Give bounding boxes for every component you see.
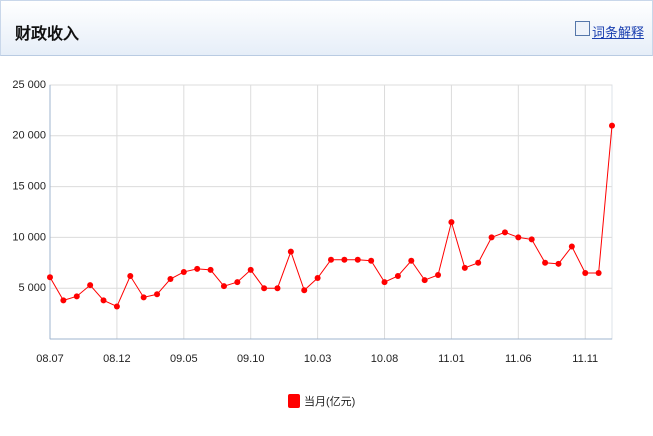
point [421,277,428,284]
x-tick-label: 10.03 [304,353,332,365]
x-tick-label: 09.10 [237,353,265,365]
checkbox-icon[interactable] [575,21,590,36]
point [234,279,241,286]
point [568,243,575,250]
point [515,234,522,241]
point [167,276,174,283]
point [73,293,80,300]
y-tick-label: 15 000 [12,181,46,193]
header: 财政收入 词条解释 [0,0,653,56]
x-tick-label: 10.08 [371,353,399,365]
header-title: 财政收入 [15,24,80,43]
point [381,279,388,286]
y-tick-label: 25 000 [12,79,46,91]
point [87,282,94,289]
point [301,287,308,294]
point [60,297,67,304]
point [582,269,589,276]
point [140,294,147,301]
x-tick-label: 08.07 [36,353,64,365]
plot-area [49,84,613,340]
point [261,285,268,292]
point [328,256,334,263]
point [542,259,549,266]
point [100,297,107,304]
legend-swatch [288,394,300,408]
legend-label: 当月(亿元) [304,394,355,408]
point [113,303,120,310]
y-tick-label: 10 000 [12,231,46,243]
point [220,283,227,290]
point [408,257,415,264]
point [154,291,161,298]
point [501,229,508,236]
point [368,257,375,264]
x-tick-label: 08.12 [103,353,131,365]
y-tick-label: 20 000 [12,130,46,142]
point [448,219,455,226]
x-tick-label: 11.01 [438,353,465,365]
point [314,275,321,282]
point [274,285,281,292]
header-link[interactable]: 词条解释 [591,26,644,41]
point [461,264,468,271]
point [555,260,562,267]
x-tick-label: 11.06 [505,353,532,365]
point [435,271,442,278]
point [207,266,214,273]
point [180,268,187,275]
point [127,273,134,280]
y-tick-label: 5 000 [18,282,46,294]
point [595,269,602,276]
point [354,256,361,263]
point [528,236,535,243]
point [287,248,294,255]
point [47,274,53,281]
chart: 5 000 10 000 15 000 20 000 25 000 08.07 08.12 0… [12,79,615,408]
point [609,122,615,129]
point [194,265,201,272]
point [341,256,348,263]
point [394,273,401,280]
point [475,259,482,266]
x-tick-label: 09.05 [170,353,198,365]
point [247,266,254,273]
x-tick-label: 11.11 [572,353,598,365]
point [488,234,495,241]
